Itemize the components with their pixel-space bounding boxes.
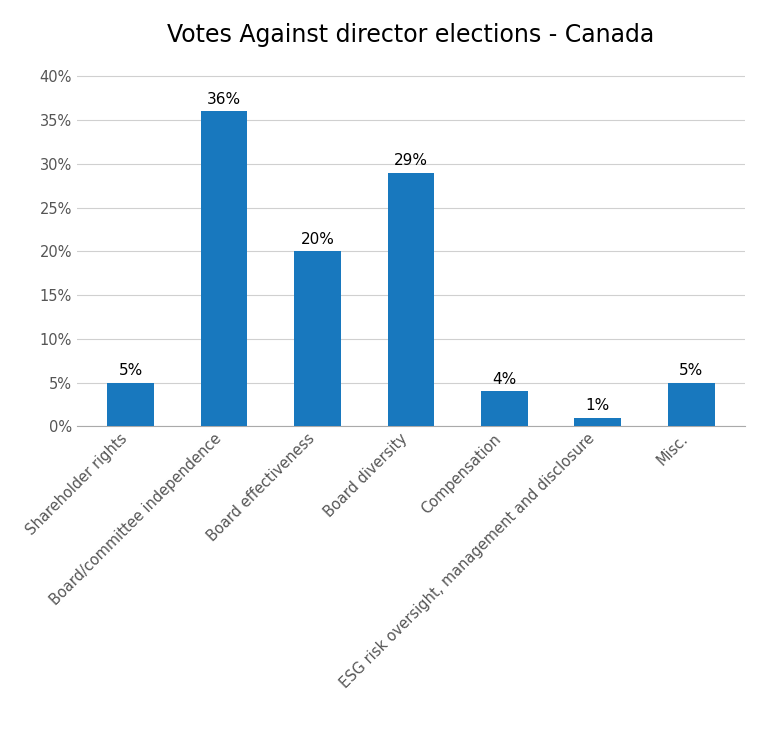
Text: 5%: 5% [118,363,143,379]
Bar [294,251,341,426]
Bar [388,173,434,426]
Text: 36%: 36% [207,92,241,107]
Title: Votes Against director elections - Canada: Votes Against director elections - Canad… [167,23,654,47]
Text: 20%: 20% [300,232,334,247]
Text: 4%: 4% [492,372,516,387]
Bar [108,382,154,426]
Bar [481,391,528,426]
Bar [574,417,621,426]
Text: 5%: 5% [679,363,703,379]
Bar [668,382,714,426]
Text: 29%: 29% [394,153,428,168]
Text: 1%: 1% [586,398,610,413]
Bar [200,111,247,426]
